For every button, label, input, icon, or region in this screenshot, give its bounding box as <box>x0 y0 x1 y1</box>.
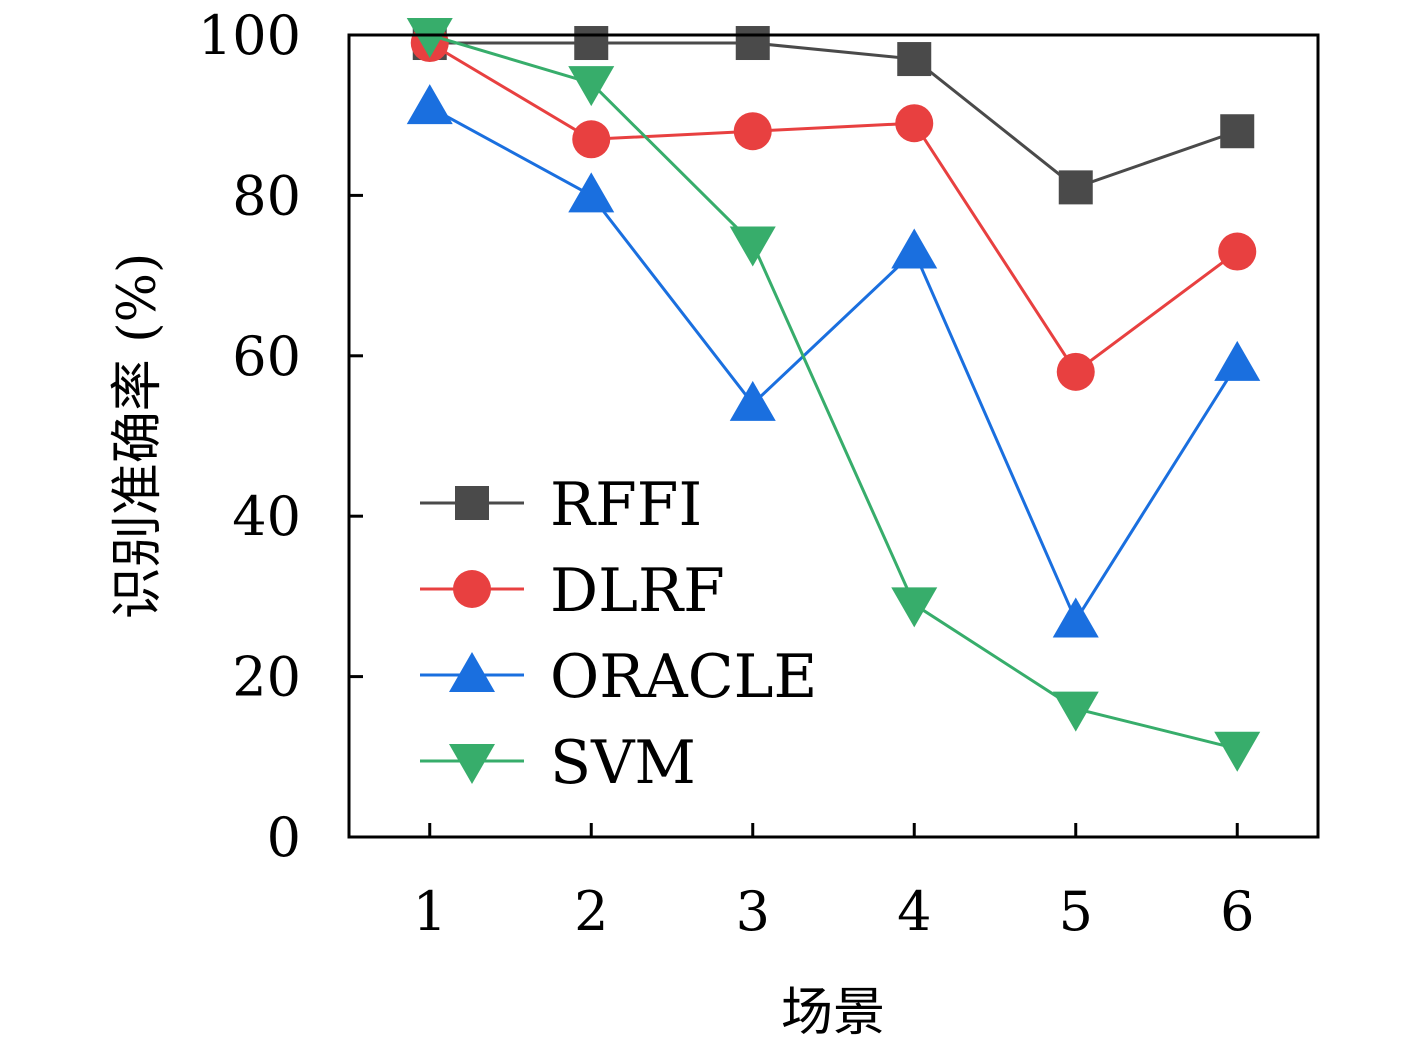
legend-label-svm: SVM <box>550 728 696 798</box>
data-point-oracle <box>1052 597 1099 638</box>
legend-marker-svm <box>449 744 495 784</box>
y-tick-label: 80 <box>232 164 301 227</box>
legend-marker-oracle <box>449 652 495 692</box>
legend: RFFI DLRF ORACLE SVM <box>420 470 817 798</box>
data-point-dlrf <box>895 104 934 143</box>
x-tick-label: 5 <box>1059 880 1093 943</box>
data-point-svm <box>1052 691 1099 732</box>
plot-frame <box>347 33 1320 839</box>
legend-label-rffi: RFFI <box>550 470 702 540</box>
y-tick-label: 0 <box>267 806 301 869</box>
series-line-oracle <box>429 105 1239 624</box>
data-point-rffi <box>735 26 770 61</box>
data-point-svm <box>406 18 453 58</box>
data-point-rffi <box>1220 114 1255 149</box>
data-point-oracle <box>406 84 453 125</box>
y-tick-label: 40 <box>232 485 301 548</box>
data-point-dlrf <box>1056 352 1095 391</box>
y-tick-label: 100 <box>198 4 301 67</box>
y-axis-label: 识别准确率 (%) <box>108 253 168 620</box>
data-point-dlrf <box>1218 232 1257 271</box>
x-tick-label: 2 <box>574 880 608 943</box>
series-layer <box>406 18 1261 772</box>
series-line-dlrf <box>428 41 1239 374</box>
data-point-svm <box>891 587 938 628</box>
data-point-rffi <box>574 26 609 61</box>
x-tick-label: 4 <box>897 880 931 943</box>
data-point-svm <box>568 66 615 107</box>
y-tick-label: 20 <box>232 646 301 709</box>
series-line-svm <box>429 33 1238 751</box>
legend-label-dlrf: DLRF <box>550 556 725 626</box>
x-axis-label: 场景 <box>781 983 885 1043</box>
data-point-rffi <box>1058 170 1093 205</box>
x-tick-label: 3 <box>736 880 770 943</box>
legend-marker-rffi <box>455 486 489 520</box>
legend-label-oracle: ORACLE <box>550 642 817 712</box>
data-point-svm <box>729 226 776 267</box>
data-point-dlrf <box>572 120 611 159</box>
data-point-svm <box>1214 731 1261 772</box>
data-point-dlrf <box>733 112 772 151</box>
data-point-oracle <box>1214 340 1261 381</box>
x-tick-label: 6 <box>1220 880 1254 943</box>
data-point-oracle <box>729 380 776 421</box>
legend-marker-dlrf <box>453 570 491 608</box>
data-point-oracle <box>891 228 938 269</box>
y-tick-label: 60 <box>232 325 301 388</box>
x-tick-label: 1 <box>413 880 447 943</box>
data-point-oracle <box>568 172 615 213</box>
series-line-rffi <box>429 41 1238 190</box>
data-point-rffi <box>897 42 932 77</box>
